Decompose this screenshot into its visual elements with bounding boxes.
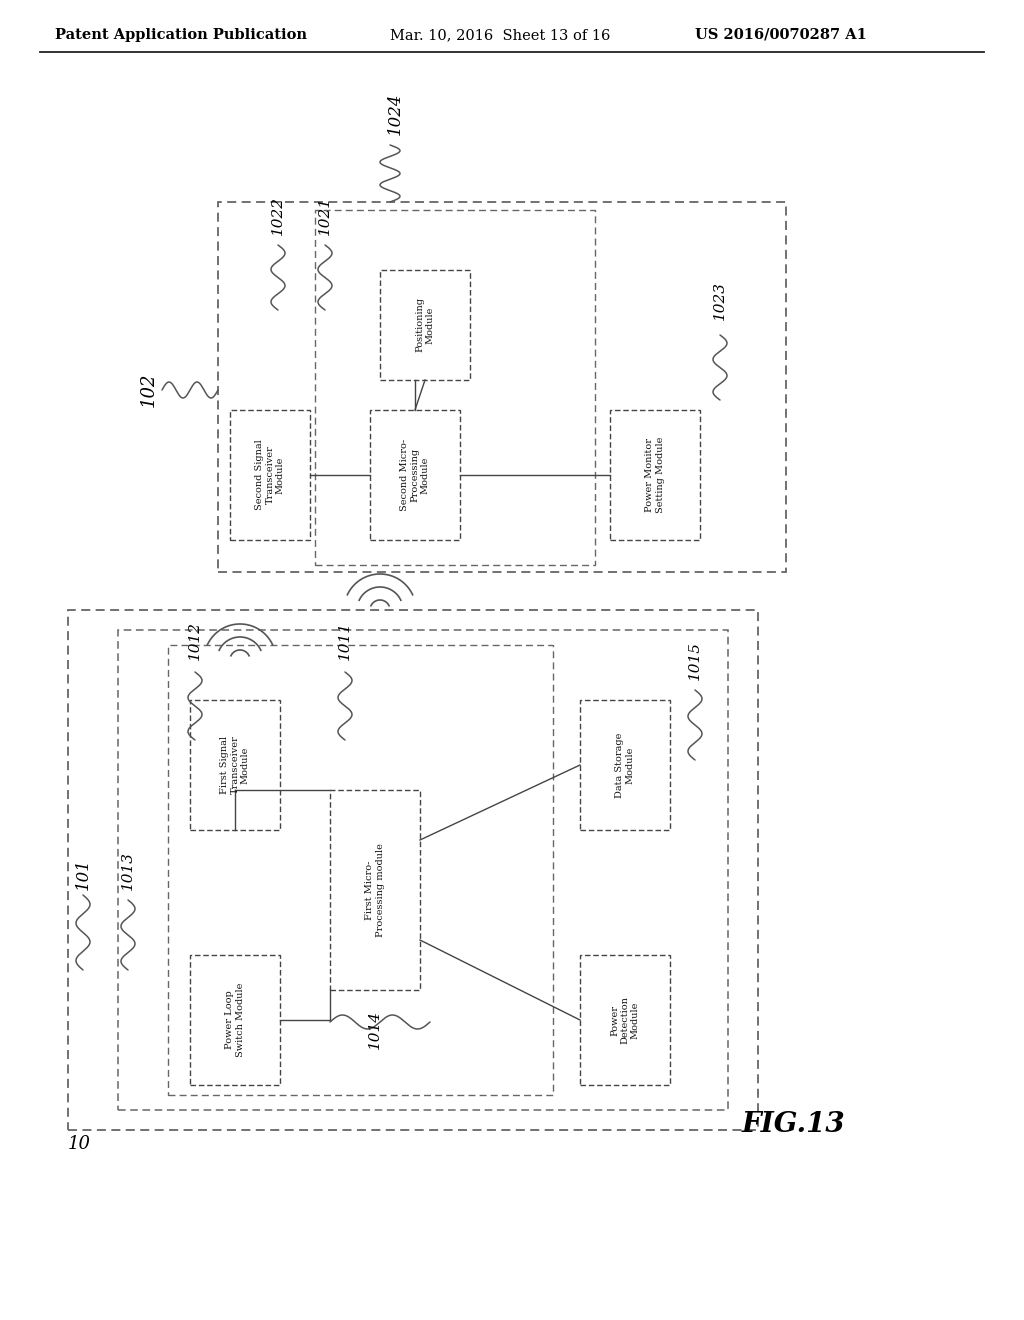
Bar <box>218 202 786 572</box>
Bar <box>610 411 700 540</box>
Text: 1012: 1012 <box>188 620 202 660</box>
Text: 1022: 1022 <box>271 195 285 235</box>
Bar <box>580 954 670 1085</box>
Text: Second Signal
Transceiver
Module: Second Signal Transceiver Module <box>255 440 285 511</box>
Bar <box>315 210 595 565</box>
Text: 1011: 1011 <box>338 620 352 660</box>
Text: 10: 10 <box>68 1135 91 1152</box>
Text: 1014: 1014 <box>368 1010 382 1049</box>
Text: 1021: 1021 <box>318 195 332 235</box>
Text: 1024: 1024 <box>386 92 403 135</box>
Text: 102: 102 <box>140 372 158 408</box>
Text: Patent Application Publication: Patent Application Publication <box>55 28 307 42</box>
Bar <box>168 645 553 1096</box>
Text: Data Storage
Module: Data Storage Module <box>615 733 635 797</box>
Bar <box>190 954 280 1085</box>
Text: First Micro-
Processing module: First Micro- Processing module <box>366 843 385 937</box>
Text: First Signal
Transceiver
Module: First Signal Transceiver Module <box>220 735 250 795</box>
Bar <box>370 411 460 540</box>
Text: Positioning
Module: Positioning Module <box>416 297 435 352</box>
Bar <box>68 610 758 1130</box>
Text: Mar. 10, 2016  Sheet 13 of 16: Mar. 10, 2016 Sheet 13 of 16 <box>390 28 610 42</box>
Text: US 2016/0070287 A1: US 2016/0070287 A1 <box>695 28 867 42</box>
Text: Power Loop
Switch Module: Power Loop Switch Module <box>225 983 245 1057</box>
Bar <box>190 700 280 830</box>
Text: 1013: 1013 <box>121 851 135 890</box>
Text: 1015: 1015 <box>688 642 702 680</box>
Text: Power Monitor
Setting Module: Power Monitor Setting Module <box>645 437 665 513</box>
Text: Second Micro-
Processing
Module: Second Micro- Processing Module <box>400 440 430 511</box>
Text: FIG.13: FIG.13 <box>742 1111 846 1138</box>
Text: Power
Detection
Module: Power Detection Module <box>610 997 640 1044</box>
Bar <box>330 789 420 990</box>
Bar <box>580 700 670 830</box>
Text: 101: 101 <box>75 858 91 890</box>
Bar <box>118 630 728 1110</box>
Bar <box>380 271 470 380</box>
Text: 1023: 1023 <box>713 281 727 319</box>
Bar <box>230 411 310 540</box>
